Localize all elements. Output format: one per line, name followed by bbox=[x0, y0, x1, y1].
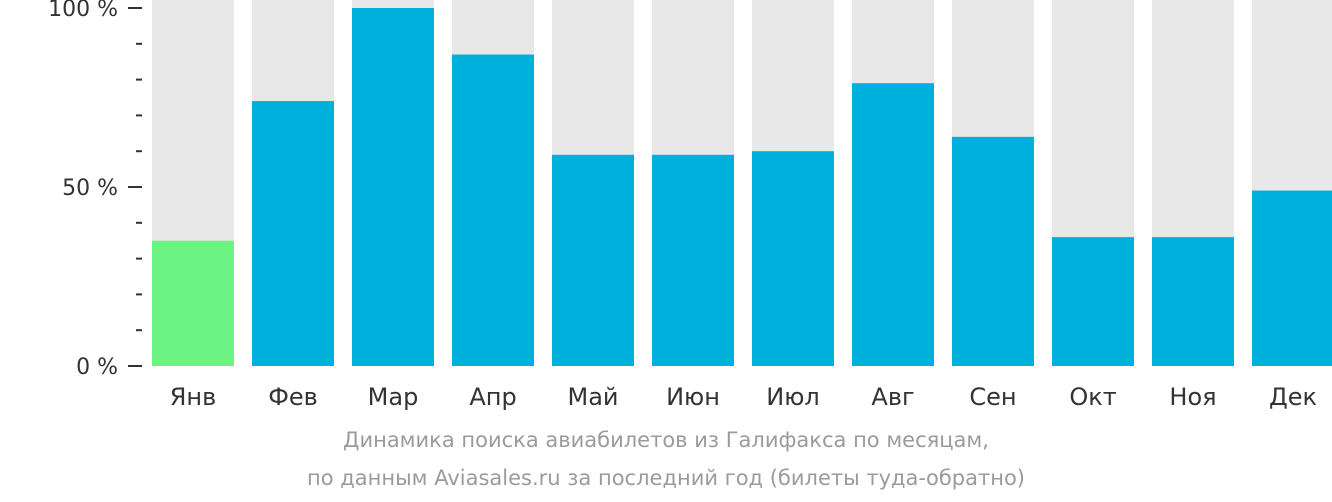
bar-1[interactable] bbox=[152, 240, 234, 366]
x-tick-label: Янв bbox=[170, 383, 217, 411]
x-tick-label: Июн bbox=[666, 383, 720, 411]
y-tick-label: 0 % bbox=[76, 355, 118, 380]
bar-4[interactable] bbox=[452, 54, 534, 366]
bar-10[interactable] bbox=[1052, 237, 1134, 366]
bars bbox=[152, 0, 1332, 367]
x-tick-label: Ноя bbox=[1169, 383, 1216, 411]
chart-caption-line-2: по данным Aviasales.ru за последний год … bbox=[307, 466, 1025, 490]
x-axis-labels: Янв Фев Мар Апр Май Июн Июл Авг Сен Окт Ноя Дек bbox=[170, 383, 1317, 411]
x-tick-label: Окт bbox=[1069, 383, 1116, 411]
bar-8[interactable] bbox=[852, 83, 934, 367]
bar-5[interactable] bbox=[552, 154, 634, 366]
bar-11[interactable] bbox=[1152, 237, 1234, 366]
bar-3[interactable] bbox=[352, 8, 434, 366]
x-tick-label: Июл bbox=[766, 383, 820, 411]
x-tick-label: Авг bbox=[871, 383, 914, 411]
bar-2[interactable] bbox=[252, 101, 334, 366]
bar-9[interactable] bbox=[952, 136, 1034, 366]
bar-chart: 0 % 50 % 100 % Янв Фев Мар Апр Май Июн Июл Авг Сен… bbox=[48, 0, 1332, 411]
y-axis: 0 % 50 % 100 % bbox=[48, 0, 142, 380]
y-tick-label: 100 % bbox=[48, 0, 118, 22]
x-tick-label: Дек bbox=[1269, 383, 1317, 411]
chart-caption-line-1: Динамика поиска авиабилетов из Галифакса… bbox=[343, 428, 989, 452]
x-tick-label: Сен bbox=[969, 383, 1016, 411]
x-tick-label: Май bbox=[567, 383, 618, 411]
bar-12[interactable] bbox=[1252, 190, 1332, 366]
x-tick-label: Фев bbox=[268, 383, 318, 411]
bar-7[interactable] bbox=[752, 151, 834, 366]
x-tick-label: Апр bbox=[469, 383, 516, 411]
y-tick-label: 50 % bbox=[62, 176, 118, 201]
x-tick-label: Мар bbox=[368, 383, 419, 411]
bar-6[interactable] bbox=[652, 154, 734, 366]
